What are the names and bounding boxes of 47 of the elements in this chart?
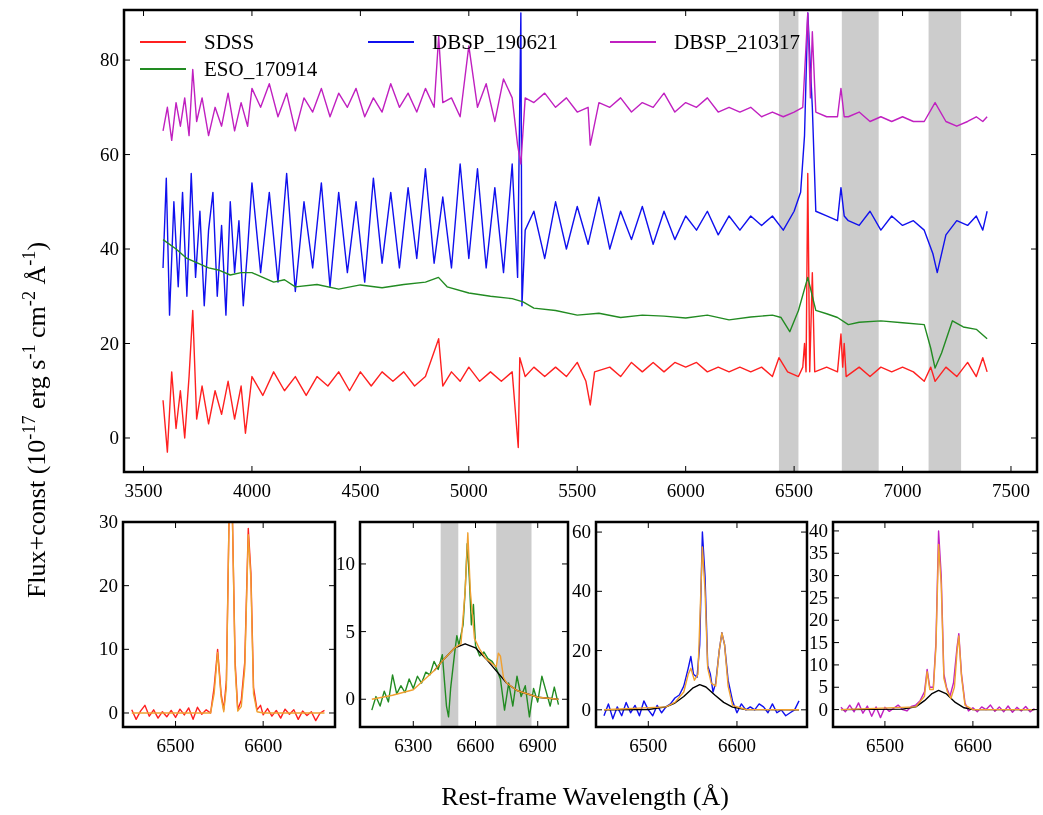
y-tick-label: 25 [809,586,828,608]
y-tick-label: 40 [100,238,119,260]
x-tick-label: 6300 [394,735,433,756]
y-tick-label: 20 [100,332,119,354]
y-tick-label: 10 [809,653,828,675]
legend-label: DBSP_210317 [674,30,801,54]
y-tick-label: 10 [99,638,118,660]
y-tick-label: 0 [108,701,118,723]
y-tick-label: 30 [809,564,828,586]
x-tick-label: 6600 [456,735,495,756]
x-tick-label: 6600 [953,735,992,756]
y-tick-label: 10 [336,552,355,574]
x-tick-label: 3500 [124,480,163,501]
y-tick-label: 0 [581,698,591,720]
y-tick-label: 80 [100,49,119,71]
x-tick-label: 5500 [558,480,597,501]
y-tick-label: 15 [809,631,828,653]
x-tick-label: 6600 [717,735,756,756]
x-tick-label: 6500 [629,735,668,756]
y-tick-label: 5 [345,620,355,642]
y-tick-label: 60 [572,521,591,543]
x-tick-label: 7500 [991,480,1030,501]
x-tick-label: 6000 [666,480,705,501]
y-tick-label: 0 [109,426,119,448]
x-tick-label: 5000 [449,480,488,501]
y-tick-label: 40 [572,580,591,602]
x-tick-label: 4500 [341,480,380,501]
y-tick-label: 20 [572,639,591,661]
x-tick-label: 6500 [775,480,814,501]
y-tick-label: 35 [809,542,828,564]
y-tick-label: 5 [818,676,828,698]
y-tick-label: 0 [345,688,355,710]
x-tick-label: 7000 [883,480,922,501]
x-tick-label: 6600 [244,735,283,756]
x-axis-title: Rest-frame Wavelength (Å) [441,782,729,811]
y-tick-label: 20 [809,609,828,631]
x-tick-label: 6900 [518,735,557,756]
y-tick-label: 60 [100,143,119,165]
y-tick-label: 40 [809,519,828,541]
x-tick-label: 4000 [232,480,271,501]
x-tick-label: 6500 [865,735,904,756]
y-tick-label: 0 [818,698,828,720]
x-tick-label: 6500 [156,735,195,756]
y-tick-label: 20 [99,574,118,596]
legend-label: ESO_170914 [204,57,318,81]
y-tick-label: 30 [99,511,118,532]
legend-label: SDSS [204,30,255,54]
